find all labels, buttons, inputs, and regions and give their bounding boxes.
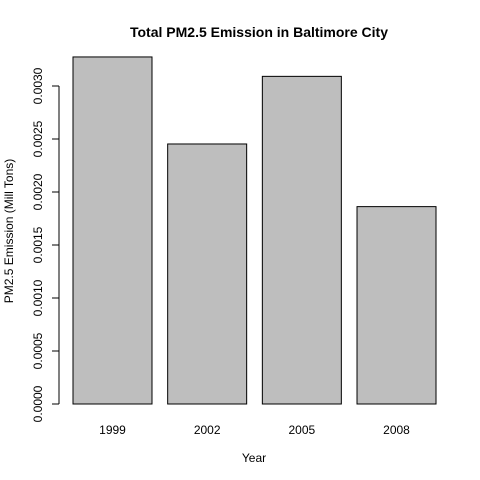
x-tick-label: 1999 — [99, 423, 126, 437]
x-tick-label: 2008 — [383, 423, 410, 437]
y-tick-label: 0.0015 — [31, 226, 45, 263]
x-tick-label: 2002 — [194, 423, 221, 437]
y-tick-label: 0.0005 — [31, 332, 45, 369]
bars-group — [73, 57, 436, 404]
y-tick-label: 0.0000 — [31, 385, 45, 422]
bar-2005 — [262, 76, 341, 404]
y-tick-label: 0.0010 — [31, 279, 45, 316]
y-axis: 0.0000 0.0005 0.0010 0.0015 0.0020 0.0025 0.00… — [31, 67, 59, 422]
x-tick-label: 2005 — [288, 423, 315, 437]
bar-2008 — [357, 207, 436, 404]
y-tick-label: 0.0025 — [31, 120, 45, 157]
x-axis-label: Year — [242, 451, 266, 465]
bar-1999 — [73, 57, 152, 404]
chart-title: Total PM2.5 Emission in Baltimore City — [130, 24, 388, 40]
y-axis-label: PM2.5 Emission (Mill Tons) — [2, 159, 16, 303]
y-tick-label: 0.0030 — [31, 67, 45, 104]
x-tick-labels: 1999 2002 2005 2008 — [99, 423, 410, 437]
bar-2002 — [168, 144, 247, 404]
y-tick-label: 0.0020 — [31, 173, 45, 210]
